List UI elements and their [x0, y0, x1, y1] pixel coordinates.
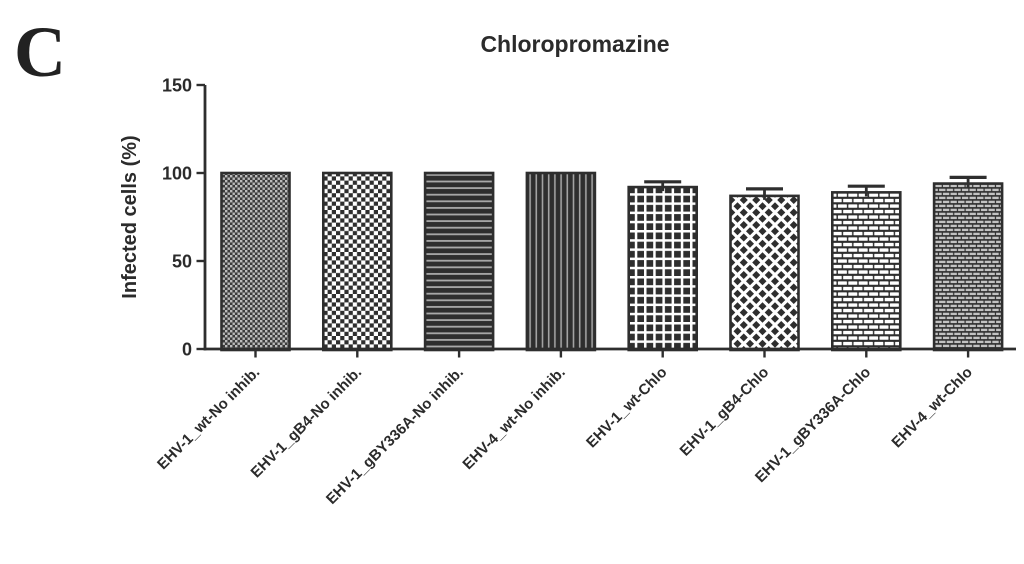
bar	[423, 171, 495, 352]
bar	[932, 182, 1004, 352]
x-category-label: EHV-1_wt-Chlo	[583, 364, 670, 451]
panel-letter: C	[14, 12, 66, 92]
y-tick-label: 0	[182, 340, 192, 360]
chart-title: Chloropromazine	[480, 31, 670, 57]
plot-area: EHV-1_wt-No inhib.EHV-1_gB4-No inhib. EHV…	[119, 76, 1016, 508]
y-axis-title: Infected cells (%)	[119, 135, 141, 298]
x-category-label: EHV-4_wt-Chlo	[888, 364, 975, 451]
bar	[220, 171, 291, 352]
bar	[525, 171, 597, 352]
y-tick-label: 150	[162, 76, 192, 96]
bar	[627, 185, 699, 352]
x-category-label: EHV-4_wt-No inhib.	[459, 364, 568, 473]
x-category-label: EHV-1_gB4-Chlo	[677, 364, 773, 460]
x-category-label: EHV-1_gB4-No inhib.	[248, 364, 366, 482]
bar	[321, 171, 393, 352]
y-tick-label: 100	[162, 164, 192, 184]
x-category-label: EHV-1_wt-No inhib.	[154, 364, 263, 473]
x-category-label: EHV-1_gBY336A-Chlo	[752, 364, 874, 486]
bar	[830, 191, 902, 352]
y-tick-label: 50	[172, 252, 192, 272]
bar	[729, 194, 800, 352]
